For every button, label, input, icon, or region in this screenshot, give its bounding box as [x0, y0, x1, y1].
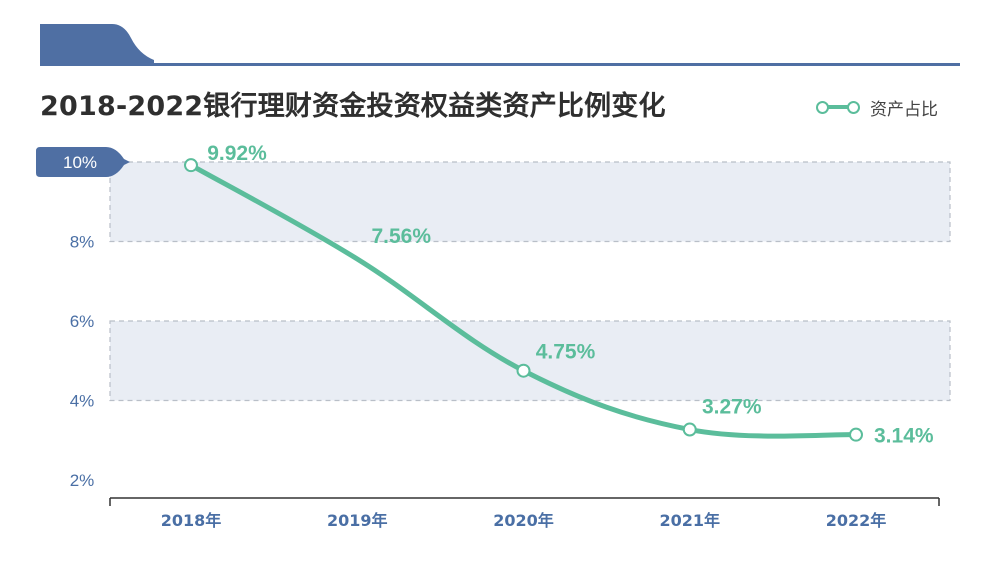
header-rule	[40, 63, 960, 66]
xtick-label: 2019年	[327, 511, 388, 530]
data-point	[849, 427, 863, 442]
ytick-label: 4%	[70, 392, 95, 411]
legend-label: 资产占比	[870, 99, 938, 120]
header-tab	[40, 24, 154, 66]
ytick-label: 8%	[70, 233, 95, 252]
data-label: 7.56%	[371, 225, 431, 248]
xtick-label: 2018年	[161, 511, 222, 530]
highlighted-ytick-badge	[36, 147, 130, 177]
chart-title: 2018-2022银行理财资金投资权益类资产比例变化	[40, 91, 666, 122]
shaded-band-1	[109, 320, 951, 402]
data-point	[184, 158, 198, 173]
data-label: 4.75%	[536, 341, 596, 364]
legend: 资产占比	[816, 94, 938, 120]
ytick-label: 10%	[63, 153, 97, 172]
xtick-label: 2021年	[659, 511, 720, 530]
data-label: 3.27%	[702, 396, 762, 419]
xtick-label: 2022年	[826, 511, 887, 530]
ytick-label: 6%	[70, 312, 95, 331]
data-label: 3.14%	[874, 425, 934, 448]
legend-line-marker-icon	[816, 100, 860, 114]
data-label: 9.92%	[207, 142, 267, 165]
data-point	[516, 363, 531, 378]
shaded-band-0	[109, 161, 951, 243]
data-point	[682, 422, 697, 437]
ytick-label: 2%	[70, 471, 95, 490]
xtick-label: 2020年	[493, 511, 554, 530]
